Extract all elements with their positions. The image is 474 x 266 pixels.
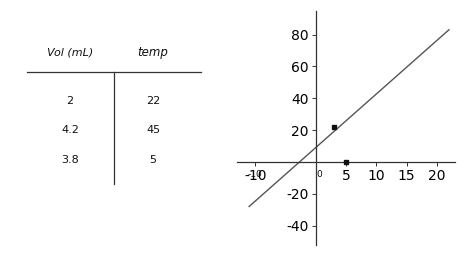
Text: 4.2: 4.2 — [61, 125, 79, 135]
Text: 0: 0 — [316, 170, 322, 179]
Text: -10: -10 — [248, 170, 263, 179]
Text: 2: 2 — [66, 96, 74, 106]
Text: temp: temp — [137, 45, 168, 59]
Text: 5: 5 — [149, 155, 156, 165]
Text: 3.8: 3.8 — [61, 155, 79, 165]
Text: 45: 45 — [146, 125, 160, 135]
Text: 22: 22 — [146, 96, 160, 106]
Text: Vol (mL): Vol (mL) — [47, 47, 93, 57]
